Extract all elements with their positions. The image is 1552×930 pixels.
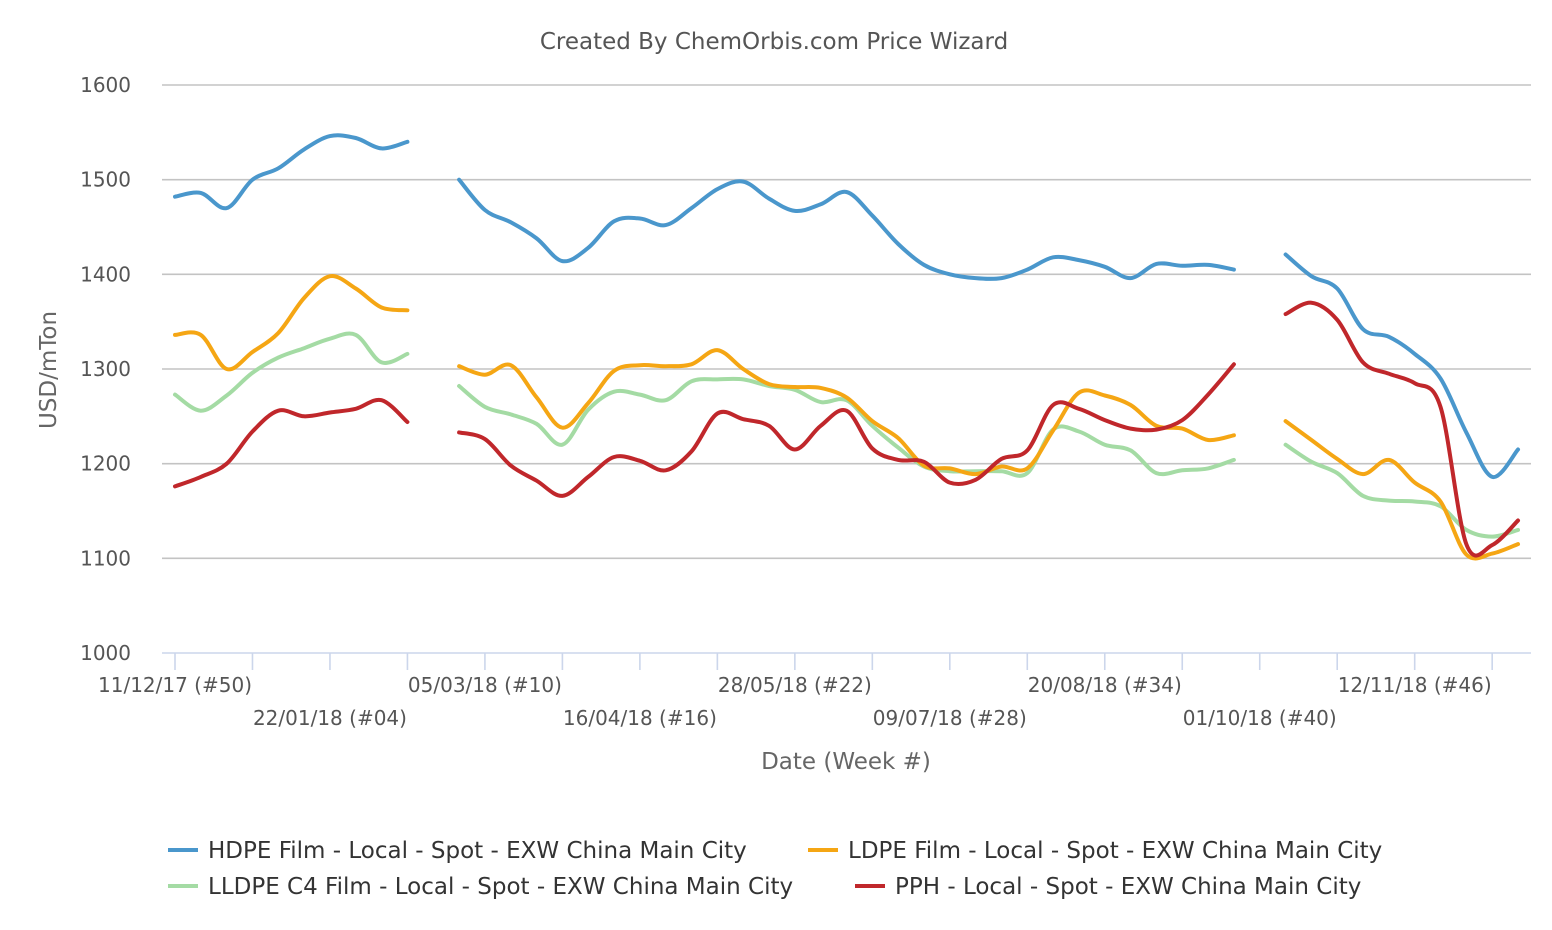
- y-axis-ticks: 1000 1100 1200 1300 1400 1500 1600: [80, 73, 131, 665]
- gridlines: [162, 84, 1531, 560]
- x-tick-label: 16/04/18 (#16): [563, 706, 717, 730]
- legend-item-lldpe-c4-film[interactable]: LLDPE C4 Film - Local - Spot - EXW China…: [168, 874, 793, 900]
- legend-label: LLDPE C4 Film - Local - Spot - EXW China…: [208, 874, 793, 900]
- series-line-lldpe-c4-film[interactable]: [457, 376, 1236, 478]
- x-tick-label: 22/01/18 (#04): [253, 706, 407, 730]
- series-line-pph[interactable]: [173, 397, 410, 489]
- legend-item-ldpe-film[interactable]: LDPE Film - Local - Spot - EXW China Mai…: [808, 838, 1382, 864]
- y-tick-label: 1300: [80, 357, 131, 381]
- x-axis-title: Date (Week #): [761, 749, 931, 775]
- y-tick-label: 1000: [80, 641, 131, 665]
- x-axis: 11/12/17 (#50)22/01/18 (#04)05/03/18 (#1…: [98, 652, 1531, 730]
- x-tick-label: 28/05/18 (#22): [718, 673, 872, 697]
- series-line-ldpe-film[interactable]: [1283, 419, 1520, 561]
- y-axis-title: USD/mTon: [36, 311, 62, 429]
- legend-item-hdpe-film[interactable]: HDPE Film - Local - Spot - EXW China Mai…: [168, 838, 747, 864]
- series-line-ldpe-film[interactable]: [457, 348, 1236, 477]
- chart-title: Created By ChemOrbis.com Price Wizard: [540, 29, 1008, 55]
- x-tick-label: 12/11/18 (#46): [1338, 673, 1492, 697]
- series-line-lldpe-c4-film[interactable]: [173, 331, 410, 413]
- series-line-hdpe-film[interactable]: [457, 177, 1236, 281]
- series-line-hdpe-film[interactable]: [1283, 252, 1520, 479]
- series-line-pph[interactable]: [1283, 300, 1520, 558]
- series-line-hdpe-film[interactable]: [173, 133, 410, 211]
- legend-label: LDPE Film - Local - Spot - EXW China Mai…: [848, 838, 1382, 864]
- x-tick-label: 01/10/18 (#40): [1183, 706, 1337, 730]
- legend-label: HDPE Film - Local - Spot - EXW China Mai…: [208, 838, 747, 864]
- series-line-ldpe-film[interactable]: [173, 274, 410, 372]
- legend: HDPE Film - Local - Spot - EXW China Mai…: [168, 838, 1382, 900]
- x-tick-label: 20/08/18 (#34): [1028, 673, 1182, 697]
- y-tick-label: 1100: [80, 546, 131, 570]
- series-line-pph[interactable]: [457, 362, 1236, 498]
- x-tick-label: 05/03/18 (#10): [408, 673, 562, 697]
- series-line-lldpe-c4-film[interactable]: [1283, 442, 1520, 539]
- legend-label: PPH - Local - Spot - EXW China Main City: [895, 874, 1361, 900]
- y-tick-label: 1400: [80, 262, 131, 286]
- x-tick-label: 11/12/17 (#50): [98, 673, 252, 697]
- series-lines: [173, 133, 1520, 561]
- legend-item-pph[interactable]: PPH - Local - Spot - EXW China Main City: [855, 874, 1361, 900]
- x-tick-label: 09/07/18 (#28): [873, 706, 1027, 730]
- y-tick-label: 1600: [80, 73, 131, 97]
- y-tick-label: 1200: [80, 452, 131, 476]
- y-tick-label: 1500: [80, 168, 131, 192]
